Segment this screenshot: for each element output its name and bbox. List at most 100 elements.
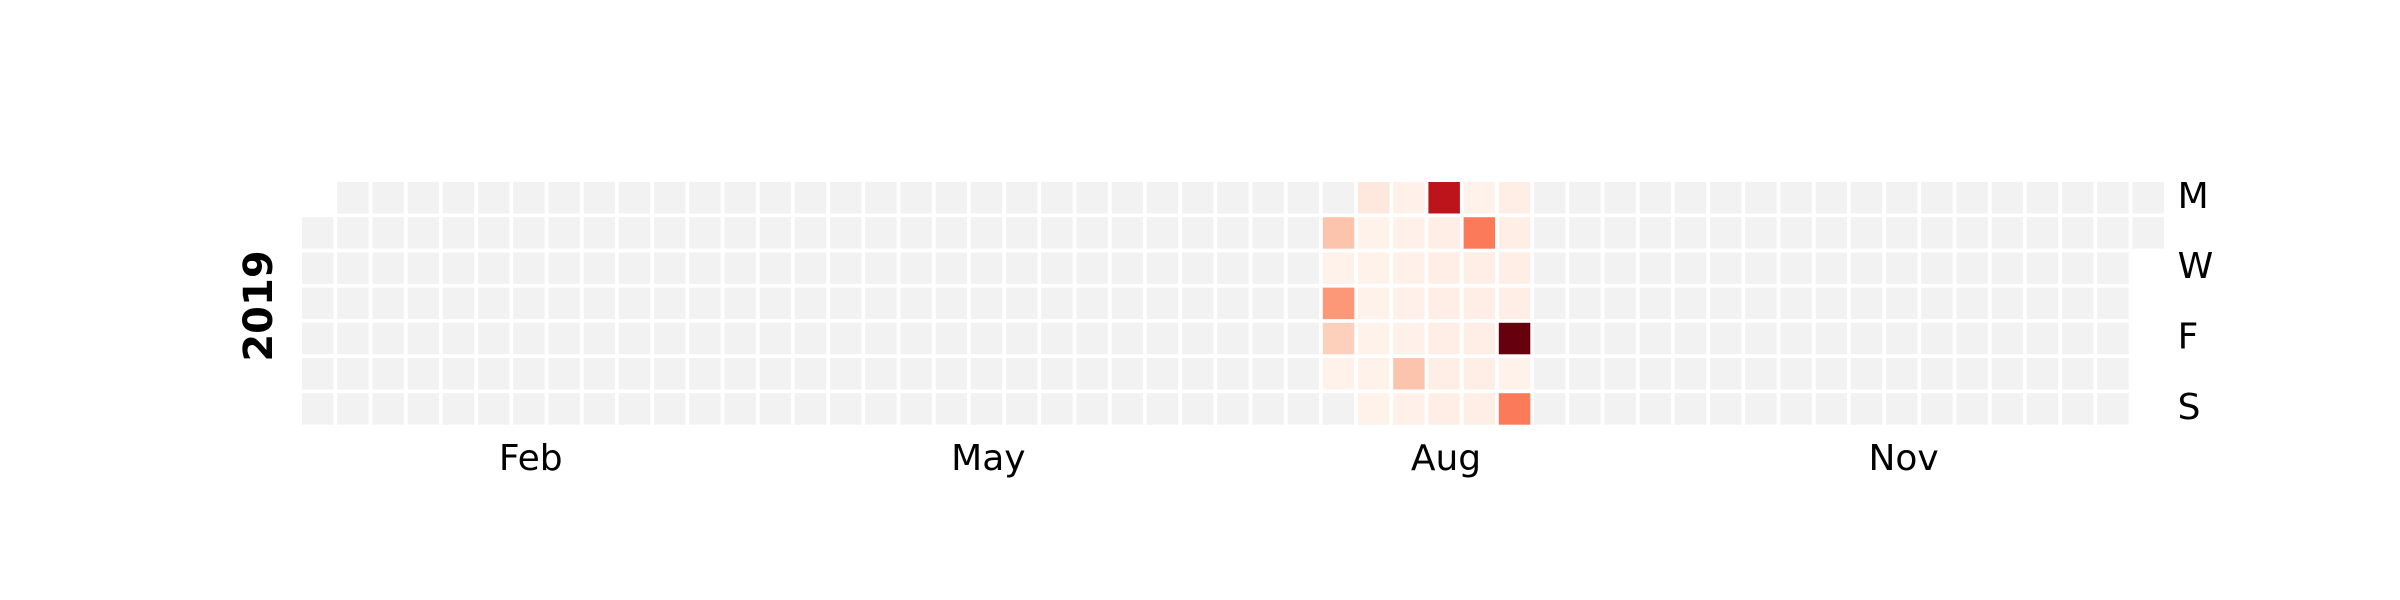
- heatmap-cell-2019-05-22: [1006, 252, 1038, 284]
- heatmap-cell-2019-01-30: [442, 252, 475, 284]
- month-label-aug: Aug: [1411, 438, 1481, 479]
- heatmap-cell-2019-10-10: [1710, 287, 1742, 320]
- heatmap-cell-2019-01-27: [407, 393, 440, 425]
- heatmap-cell-2019-04-23: [865, 217, 897, 249]
- heatmap-cell-2019-07-12: [1252, 322, 1284, 355]
- heatmap-cell-2019-08-03: [1358, 358, 1390, 390]
- heatmap-cell-2019-07-04: [1217, 287, 1249, 320]
- heatmap-cell-2019-02-01: [442, 322, 475, 355]
- heatmap-cell-2019-03-15: [654, 322, 686, 355]
- heatmap-cell-2019-12-14: [2026, 358, 2059, 390]
- heatmap-cell-2019-07-15: [1287, 182, 1320, 214]
- heatmap-cell-2019-10-05: [1674, 358, 1707, 390]
- heatmap-cell-2019-02-10: [478, 393, 510, 425]
- heatmap-cell-2019-12-18: [2062, 252, 2094, 284]
- heatmap-cell-2019-06-24: [1182, 182, 1214, 214]
- heatmap-cell-2019-11-04: [1850, 182, 1883, 214]
- heatmap-cell-2019-11-23: [1921, 358, 1953, 390]
- heatmap-cell-2019-07-08: [1252, 182, 1284, 214]
- heatmap-cell-2019-10-31: [1815, 287, 1848, 320]
- heatmap-cell-2019-09-17: [1604, 217, 1636, 249]
- heatmap-cell-2019-11-19: [1921, 217, 1953, 249]
- heatmap-cell-2019-03-08: [618, 322, 651, 355]
- year-label: 2019: [236, 250, 282, 361]
- heatmap-cell-2019-04-26: [865, 322, 897, 355]
- heatmap-cell-2019-01-03: [302, 287, 334, 320]
- heatmap-cell-2019-09-14: [1569, 358, 1601, 390]
- heatmap-cell-2019-06-08: [1076, 358, 1108, 390]
- heatmap-cell-2019-12-07: [1991, 358, 2024, 390]
- heatmap-cell-2019-03-23: [689, 358, 721, 390]
- heatmap-cell-2019-06-07: [1076, 322, 1108, 355]
- heatmap-cell-2019-02-14: [513, 287, 545, 320]
- heatmap-cell-2019-03-26: [724, 217, 756, 249]
- heatmap-cell-2019-08-13: [1428, 217, 1460, 249]
- heatmap-cell-2019-08-24: [1463, 358, 1496, 390]
- heatmap-cell-2019-11-05: [1850, 217, 1883, 249]
- heatmap-cell-2019-11-27: [1956, 252, 1988, 284]
- heatmap-cell-2019-08-27: [1498, 217, 1531, 249]
- heatmap-cell-2019-04-29: [900, 182, 932, 214]
- heatmap-cell-2019-07-18: [1287, 287, 1320, 320]
- heatmap-cell-2019-01-23: [407, 252, 440, 284]
- heatmap-cell-2019-02-18: [548, 182, 580, 214]
- heatmap-cell-2019-11-03: [1815, 393, 1848, 425]
- heatmap-cell-2019-11-15: [1886, 322, 1918, 355]
- heatmap-cell-2019-02-21: [548, 287, 580, 320]
- month-label-may: May: [951, 438, 1025, 479]
- heatmap-cell-2019-03-01: [583, 322, 616, 355]
- heatmap-cell-2019-05-10: [935, 322, 968, 355]
- heatmap-cell-2019-09-06: [1534, 322, 1566, 355]
- heatmap-cell-2019-03-02: [583, 358, 616, 390]
- heatmap-cell-2019-06-03: [1076, 182, 1108, 214]
- heatmap-cell-2019-11-25: [1956, 182, 1988, 214]
- heatmap-cell-2019-04-25: [865, 287, 897, 320]
- heatmap-cell-2019-07-25: [1322, 287, 1355, 320]
- heatmap-cell-2019-09-13: [1569, 322, 1601, 355]
- heatmap-cell-2019-03-28: [724, 287, 756, 320]
- heatmap-cell-2019-08-30: [1498, 322, 1531, 355]
- heatmap-cell-2019-05-05: [900, 393, 932, 425]
- heatmap-cell-2019-06-17: [1146, 182, 1179, 214]
- heatmap-cell-2019-08-05: [1393, 182, 1425, 214]
- heatmap-cell-2019-05-09: [935, 287, 968, 320]
- heatmap-cell-2019-05-14: [970, 217, 1003, 249]
- heatmap-cell-2019-12-25: [2097, 252, 2129, 284]
- heatmap-cell-2019-02-27: [583, 252, 616, 284]
- heatmap-cell-2019-08-11: [1393, 393, 1425, 425]
- heatmap-cell-2019-12-15: [2026, 393, 2059, 425]
- heatmap-cell-2019-08-31: [1498, 358, 1531, 390]
- heatmap-cell-2019-06-14: [1111, 322, 1144, 355]
- heatmap-cell-2019-10-13: [1710, 393, 1742, 425]
- heatmap-cell-2019-08-21: [1463, 252, 1496, 284]
- heatmap-cell-2019-05-29: [1041, 252, 1073, 284]
- heatmap-cell-2019-11-14: [1886, 287, 1918, 320]
- heatmap-cell-2019-05-18: [970, 358, 1003, 390]
- heatmap-cell-2019-01-08: [337, 217, 369, 249]
- heatmap-cell-2019-09-15: [1569, 393, 1601, 425]
- heatmap-cell-2019-05-15: [970, 252, 1003, 284]
- heatmap-cell-2019-07-03: [1217, 252, 1249, 284]
- heatmap-cell-2019-07-01: [1217, 182, 1249, 214]
- heatmap-cell-2019-04-06: [759, 358, 792, 390]
- heatmap-cell-2019-08-18: [1428, 393, 1460, 425]
- heatmap-cell-2019-12-26: [2097, 287, 2129, 320]
- heatmap-cell-2019-09-16: [1604, 182, 1636, 214]
- heatmap-cell-2019-03-16: [654, 358, 686, 390]
- heatmap-cell-2019-11-13: [1886, 252, 1918, 284]
- heatmap-cell-2019-03-07: [618, 287, 651, 320]
- heatmap-cell-2019-12-17: [2062, 217, 2094, 249]
- heatmap-cell-2019-02-22: [548, 322, 580, 355]
- heatmap-cell-2019-02-07: [478, 287, 510, 320]
- heatmap-cell-2019-10-03: [1674, 287, 1707, 320]
- heatmap-cell-2019-07-31: [1358, 252, 1390, 284]
- heatmap-cell-2019-08-20: [1463, 217, 1496, 249]
- heatmap-cell-2019-07-27: [1322, 358, 1355, 390]
- heatmap-cell-2019-10-12: [1710, 358, 1742, 390]
- heatmap-cell-2019-04-24: [865, 252, 897, 284]
- heatmap-cell-2019-02-17: [513, 393, 545, 425]
- heatmap-cell-2019-12-19: [2062, 287, 2094, 320]
- heatmap-cell-2019-12-10: [2026, 217, 2059, 249]
- heatmap-cell-2019-07-16: [1287, 217, 1320, 249]
- heatmap-cell-2019-03-09: [618, 358, 651, 390]
